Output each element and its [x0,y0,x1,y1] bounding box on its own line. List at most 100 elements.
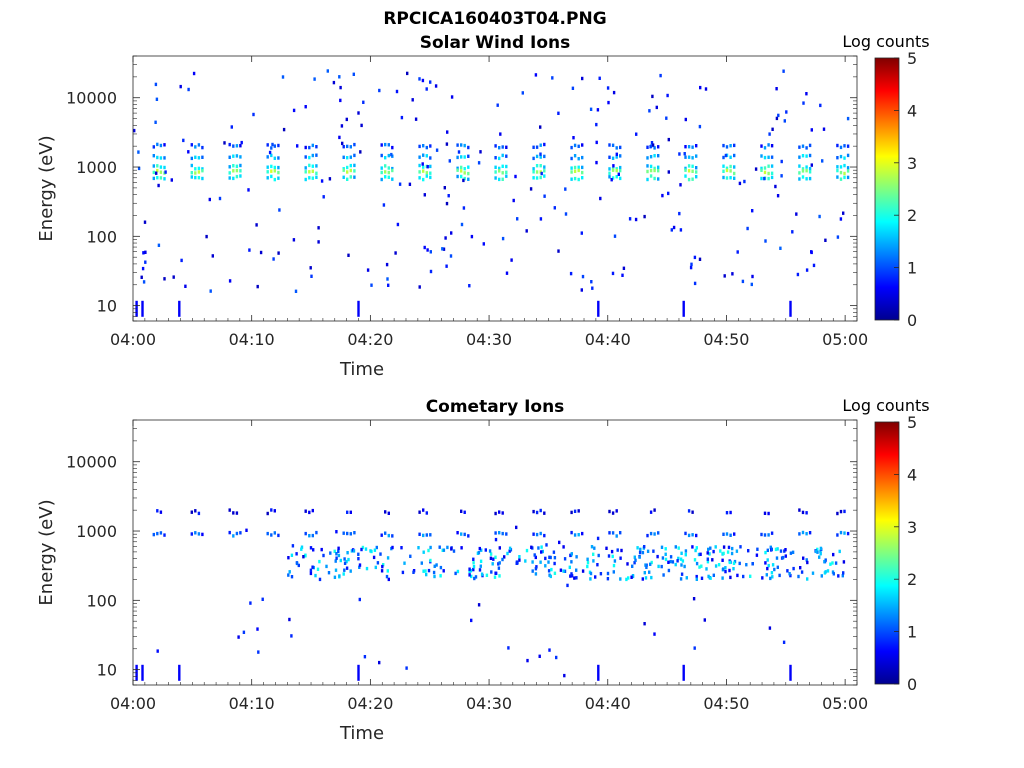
data-pixel [429,156,432,160]
data-pixel [543,165,546,169]
data-pixel [798,145,801,149]
data-pixel [649,531,653,536]
colorbar-tick-label: 4 [907,101,917,120]
data-pixel [304,145,307,150]
x-tick-label: 04:30 [466,694,512,713]
noise-pixel [775,87,778,91]
data-pixel [679,557,683,561]
data-pixel [770,571,774,575]
noise-pixel [515,525,518,530]
data-pixel [228,142,231,147]
data-pixel [456,155,459,160]
data-pixel [477,551,481,555]
data-pixel [235,531,239,536]
data-pixel [575,576,578,580]
noise-pixel [510,258,513,262]
data-pixel [346,156,349,160]
data-pixel [460,174,463,179]
noise-pixel [157,243,161,247]
noise-pixel [557,249,560,253]
noise-pixel [338,135,341,140]
data-pixel [808,153,812,158]
data-pixel [615,168,618,173]
data-pixel [791,550,795,554]
noise-pixel [209,289,212,293]
data-pixel [290,553,294,557]
data-pixel [422,153,425,157]
colorbar-tick-label: 0 [907,675,917,694]
data-pixel [805,532,808,536]
noise-pixel [569,271,573,276]
data-pixel [608,175,611,179]
noise-pixel [261,597,264,601]
data-pixel [194,167,197,171]
data-pixel [838,549,841,554]
data-pixel [422,144,425,148]
data-pixel [839,170,843,175]
noise-pixel [783,119,786,123]
data-pixel [435,563,438,567]
y-tick-label: 100 [86,591,117,610]
data-pixel [667,568,671,573]
noise-pixel [387,283,390,287]
noise-pixel [290,634,293,638]
data-pixel [505,170,508,174]
data-pixel [479,559,483,563]
data-pixel [843,163,846,168]
data-pixel [660,564,663,569]
data-pixel [387,533,390,538]
data-pixel [385,574,389,579]
data-pixel [615,175,618,179]
data-pixel [463,532,466,537]
data-pixel [563,557,567,561]
data-pixel [380,177,383,182]
data-pixel [239,163,242,168]
data-pixel [549,574,552,579]
data-pixel [669,559,672,564]
data-pixel [460,165,463,170]
data-pixel [532,509,535,514]
noise-pixel [335,530,338,534]
data-pixel [304,509,307,513]
data-pixel [722,551,725,556]
noise-pixel [665,116,668,120]
data-pixel [792,566,795,571]
data-pixel [811,571,815,575]
data-pixel [770,531,774,535]
data-pixel [653,532,656,536]
data-pixel [539,155,542,159]
noise-pixel [693,255,697,260]
panel-title: Cometary Ions [426,397,565,417]
noise-pixel [340,124,344,128]
noise-pixel [764,239,767,243]
data-pixel [194,531,197,535]
x-tick-label: 04:40 [585,330,631,349]
noise-pixel [606,86,610,90]
data-pixel [577,509,580,513]
noise-pixel [795,212,798,216]
data-pixel [657,145,660,149]
data-pixel [498,169,501,173]
data-pixel [544,564,547,568]
data-pixel [573,576,576,580]
noise-pixel [421,162,424,166]
data-pixel [653,508,656,512]
data-pixel [611,554,614,559]
data-pixel [751,562,754,566]
data-pixel [425,572,428,577]
data-pixel [831,561,834,565]
data-pixel [190,156,193,161]
data-pixel [266,531,269,536]
data-pixel [781,555,785,560]
data-pixel [463,171,466,175]
data-pixel [725,176,729,180]
data-pixel [653,176,656,181]
data-pixel [498,166,501,171]
noise-pixel [580,231,583,235]
data-pixel [841,574,844,578]
noise-pixel [543,194,546,198]
data-pixel [801,169,805,173]
data-pixel [722,155,725,160]
data-pixel [309,571,313,576]
noise-pixel [339,98,342,103]
